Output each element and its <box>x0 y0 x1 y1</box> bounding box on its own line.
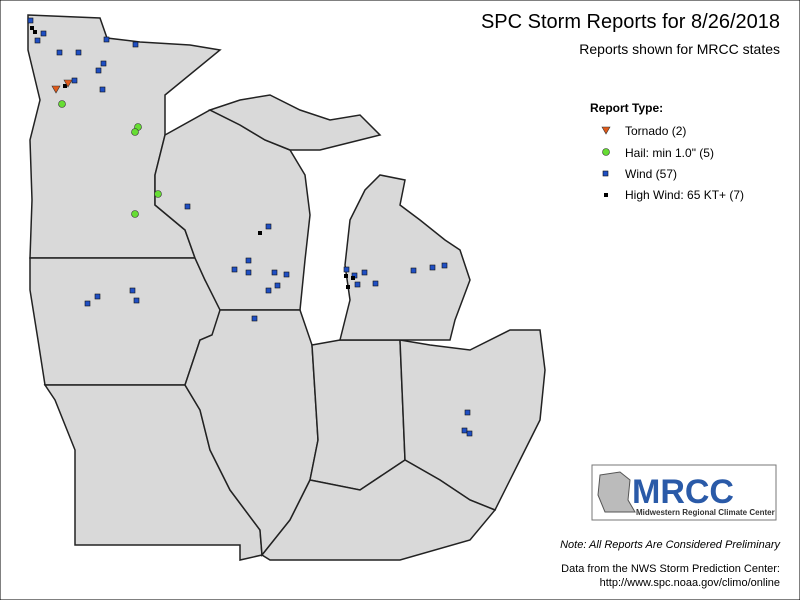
wind-report <box>466 430 473 437</box>
source-url: http://www.spc.noaa.gov/climo/online <box>600 577 780 589</box>
wind-report <box>40 30 47 37</box>
logo: MRCC Midwestern Regional Climate Center <box>591 464 777 521</box>
high-wind-report <box>351 276 355 280</box>
wind-report <box>271 269 278 276</box>
wind-report <box>283 271 290 278</box>
high-wind-report <box>344 274 348 278</box>
wind-report <box>274 282 281 289</box>
logo-icon <box>597 471 636 513</box>
wind-report <box>100 60 107 67</box>
legend-item: Wind (57) <box>625 167 677 181</box>
legend-title: Report Type: <box>590 101 663 115</box>
wind-report <box>95 67 102 74</box>
legend-hail-symbol <box>602 148 610 156</box>
wind-report <box>245 269 252 276</box>
high-wind-report <box>63 84 67 88</box>
wind-report <box>251 315 258 322</box>
wind-report <box>56 49 63 56</box>
indiana <box>309 339 406 491</box>
subtitle: Reports shown for MRCC states <box>579 41 780 57</box>
legend-high-wind-symbol <box>604 193 608 197</box>
wind-report <box>265 287 272 294</box>
wind-report <box>94 293 101 300</box>
title: SPC Storm Reports for 8/26/2018 <box>481 11 780 33</box>
source: Data from the NWS Storm Prediction Cente… <box>561 563 780 575</box>
wind-report <box>75 49 82 56</box>
legend: Report Type: Tornado (2) Hail: min 1.0" … <box>590 101 744 202</box>
tornado-report <box>51 85 61 94</box>
wind-report <box>84 300 91 307</box>
hail-report <box>58 100 66 108</box>
wind-report <box>129 287 136 294</box>
high-wind-report <box>33 30 37 34</box>
legend-item: Hail: min 1.0" (5) <box>625 146 714 160</box>
legend-tornado-symbol <box>601 126 611 135</box>
high-wind-report <box>258 231 262 235</box>
wind-report <box>103 36 110 43</box>
wind-report <box>132 41 139 48</box>
wind-report <box>133 297 140 304</box>
wind-report <box>361 269 368 276</box>
wind-report <box>34 37 41 44</box>
michigan-lower <box>339 174 471 341</box>
tornado-report <box>63 79 73 88</box>
wind-report <box>99 86 106 93</box>
legend-wind-symbol <box>602 170 609 177</box>
wind-report <box>461 427 468 434</box>
wind-report <box>343 266 350 273</box>
wind-report <box>372 280 379 287</box>
wind-report <box>231 266 238 273</box>
hail-report <box>131 210 139 218</box>
kentucky <box>260 459 497 561</box>
wind-report <box>410 267 417 274</box>
reports <box>27 17 473 437</box>
logo-full-name: Midwestern Regional Climate Center <box>636 508 775 517</box>
hail-report <box>131 128 139 136</box>
michigan-upper <box>208 94 382 151</box>
wind-report <box>464 409 471 416</box>
wind-report <box>429 264 436 271</box>
wind-report <box>354 281 361 288</box>
wind-report <box>441 262 448 269</box>
high-wind-report <box>346 285 350 289</box>
states <box>27 14 546 561</box>
hail-report <box>154 190 162 198</box>
logo-name: MRCC <box>632 473 734 511</box>
wind-report <box>27 17 34 24</box>
legend-item: High Wind: 65 KT+ (7) <box>625 188 744 202</box>
legend-item: Tornado (2) <box>625 124 686 138</box>
high-wind-report <box>30 26 34 30</box>
wind-report <box>184 203 191 210</box>
wind-report <box>265 223 272 230</box>
wind-report <box>71 77 78 84</box>
wind-report <box>245 257 252 264</box>
note: Note: All Reports Are Considered Prelimi… <box>560 539 781 551</box>
